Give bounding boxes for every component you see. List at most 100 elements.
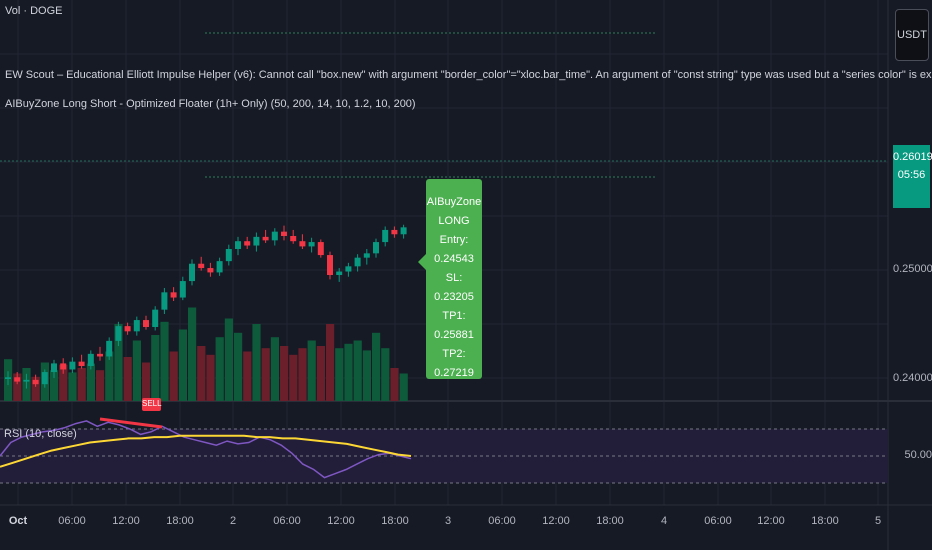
- candle-body: [354, 257, 361, 267]
- candle-body: [179, 281, 186, 298]
- signal-callout[interactable]: AIBuyZone LONG Entry: 0.24543 SL: 0.2320…: [426, 179, 482, 379]
- candle: [225, 244, 232, 266]
- volume-bar: [372, 332, 381, 401]
- volume-bar: [114, 324, 123, 401]
- candle-body: [235, 241, 241, 249]
- signal-title: AIBuyZone: [426, 196, 482, 208]
- time-label: 12:00: [757, 515, 785, 527]
- volume-bar: [188, 307, 197, 401]
- candle-body: [124, 326, 131, 332]
- volume-bar: [178, 329, 187, 401]
- candle-body: [41, 372, 48, 385]
- candle-body: [207, 268, 214, 273]
- candle: [345, 262, 352, 277]
- volume-bar: [381, 348, 390, 401]
- volume-bar: [50, 370, 59, 401]
- candle-body: [152, 309, 159, 327]
- candle-body: [14, 377, 21, 382]
- candle: [216, 257, 223, 276]
- volume-bar: [13, 373, 22, 401]
- bar-countdown: 05:56: [897, 169, 926, 181]
- volume-bars: [4, 307, 408, 401]
- candle: [281, 225, 287, 241]
- candle: [60, 358, 67, 374]
- last-price-label: 0.26019 05:56: [893, 145, 932, 208]
- volume-bar: [151, 335, 160, 401]
- last-price-value: 0.26019: [893, 151, 932, 163]
- candle: [87, 350, 94, 370]
- volume-bar: [169, 351, 178, 401]
- candle: [244, 236, 251, 249]
- volume-bar: [252, 324, 261, 401]
- currency-button[interactable]: USDT: [895, 9, 929, 61]
- candlestick-series: [5, 224, 407, 389]
- signal-direction: LONG: [438, 215, 470, 227]
- candle-body: [51, 363, 57, 373]
- candle-body: [106, 340, 113, 357]
- volume-bar: [105, 351, 114, 401]
- candle-body: [87, 353, 94, 366]
- time-label-oct: Oct: [8, 515, 28, 527]
- volume-bar: [270, 337, 279, 401]
- time-label: 18:00: [596, 515, 624, 527]
- volume-bar: [243, 351, 252, 401]
- sell-signal-line: [99, 417, 163, 429]
- time-label: 18:00: [811, 515, 839, 527]
- candle: [78, 354, 85, 369]
- candle-body: [308, 242, 315, 247]
- candle-body: [189, 263, 195, 282]
- volume-bar: [362, 350, 371, 401]
- candle: [235, 236, 241, 256]
- price-tick-label: 0.25000: [893, 263, 932, 275]
- candle-body: [133, 320, 140, 332]
- candle: [115, 321, 122, 347]
- volume-bar: [215, 337, 224, 401]
- time-label: 18:00: [381, 515, 409, 527]
- volume-bar: [289, 354, 298, 401]
- candle-body: [97, 353, 103, 357]
- candle: [14, 372, 21, 385]
- candle: [97, 346, 103, 361]
- time-label: 06:00: [273, 515, 301, 527]
- volume-bar: [160, 321, 169, 401]
- candle-body: [400, 227, 407, 235]
- candle: [400, 224, 407, 239]
- volume-bar: [96, 370, 105, 401]
- volume-bar: [298, 348, 307, 401]
- candle-body: [336, 271, 343, 275]
- candle: [317, 239, 324, 258]
- volume-bar: [77, 368, 86, 401]
- time-label: 5: [874, 515, 882, 527]
- volume-bar: [390, 368, 399, 401]
- volume-bar: [399, 373, 408, 401]
- candle-body: [161, 292, 168, 310]
- rsi-line: [0, 420, 412, 479]
- candle: [299, 234, 306, 249]
- candle: [152, 306, 159, 331]
- candle-body: [363, 253, 370, 258]
- candle-body: [271, 231, 278, 241]
- volume-bar: [316, 346, 325, 401]
- candle-body: [78, 361, 85, 366]
- candle-body: [373, 242, 379, 254]
- volume-bar: [280, 346, 289, 401]
- candle-body: [391, 229, 398, 235]
- candle-body: [345, 266, 352, 272]
- volume-bar: [86, 363, 95, 401]
- volume-bar: [142, 362, 151, 401]
- candle: [327, 251, 333, 280]
- candle: [189, 259, 195, 286]
- candle: [41, 369, 48, 388]
- rsi-level-label: 50.00: [904, 449, 932, 461]
- candle-body: [290, 236, 297, 242]
- time-label: 06:00: [58, 515, 86, 527]
- volume-bar: [335, 348, 344, 401]
- candle-body: [327, 255, 333, 275]
- candle-body: [262, 236, 269, 241]
- volume-bar: [206, 354, 215, 401]
- candle: [308, 237, 315, 253]
- candle-body: [253, 236, 260, 246]
- volume-bar: [31, 376, 40, 401]
- candle-body: [317, 242, 324, 256]
